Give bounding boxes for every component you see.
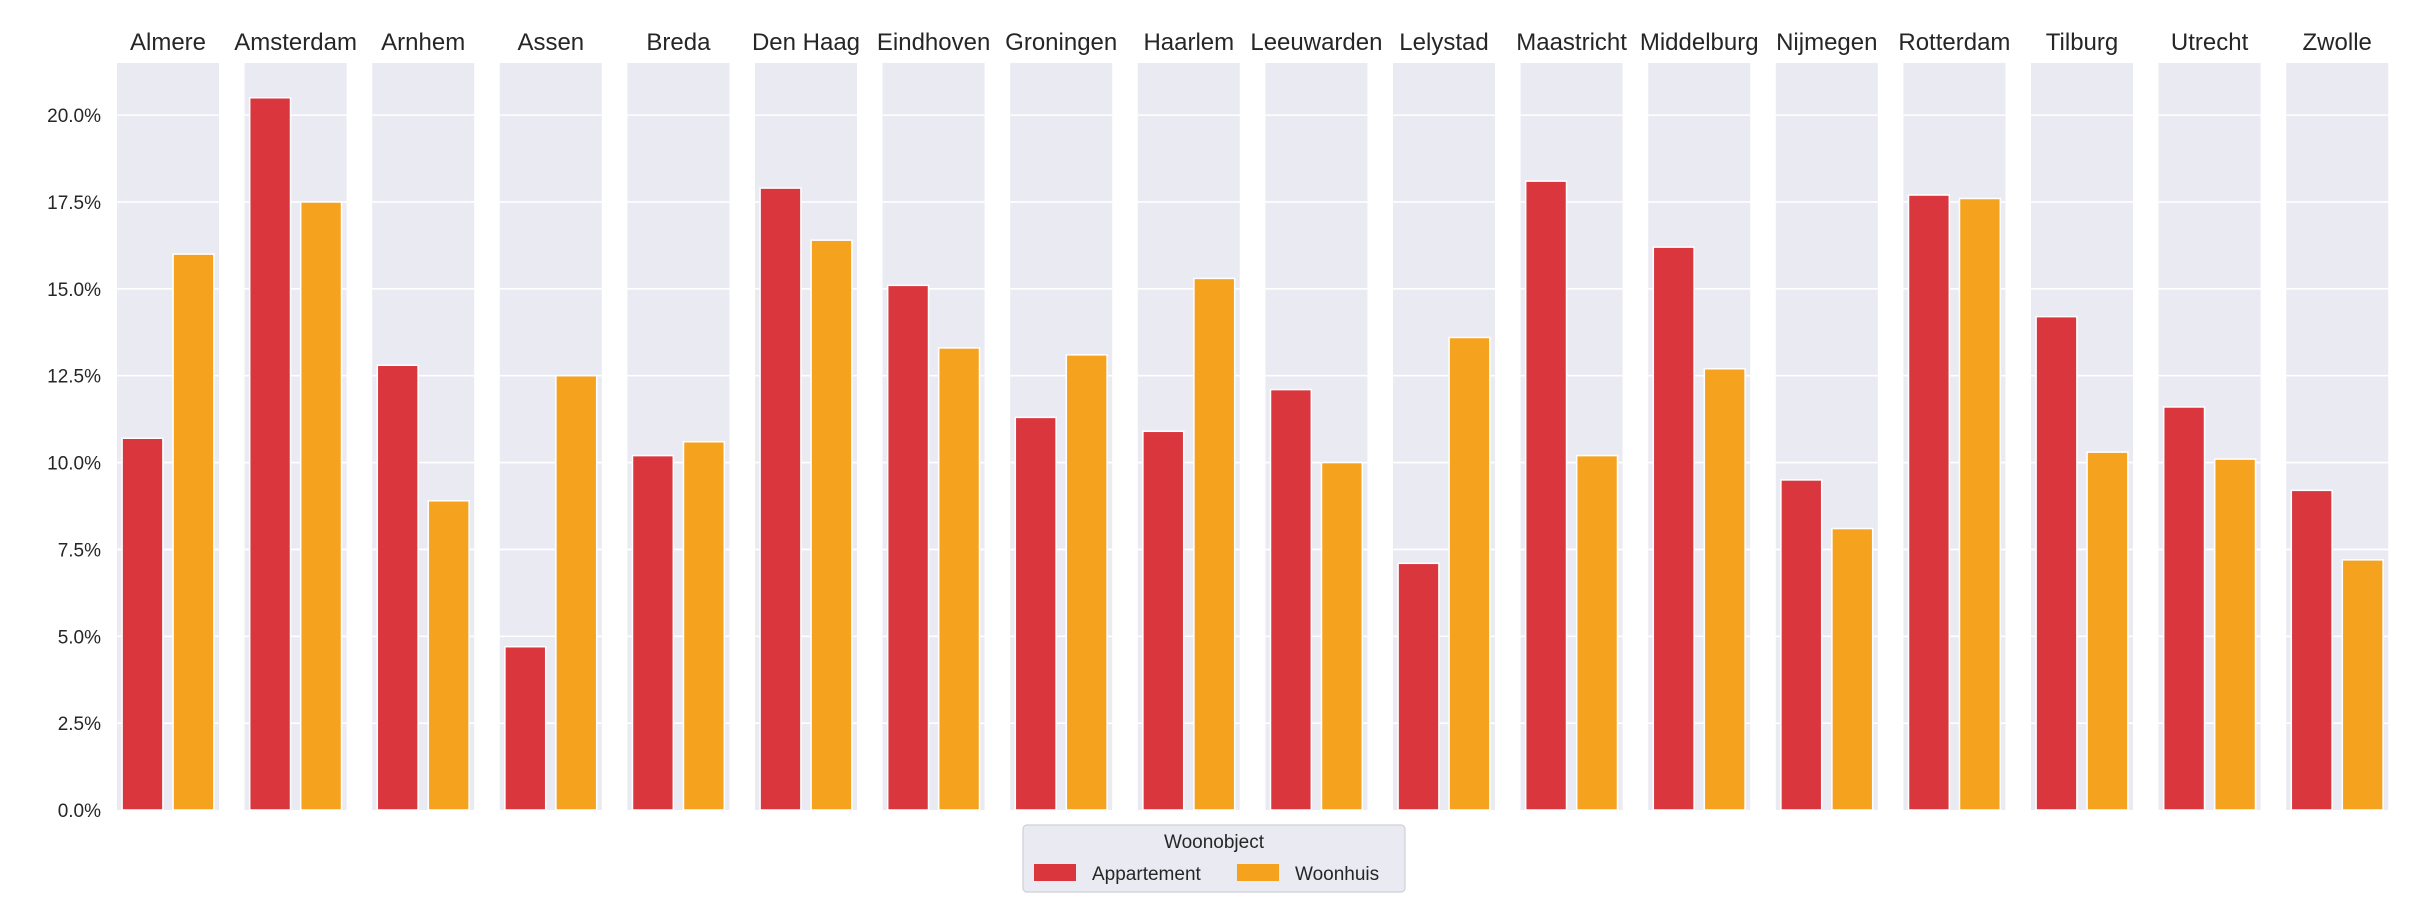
panel-title: Almere [130, 29, 206, 56]
facet-panel-assen: Assen [499, 29, 602, 811]
legend-swatch-woonhuis [1237, 864, 1279, 881]
bar-woonhuis [2086, 451, 2129, 811]
panel-title: Maastricht [1516, 29, 1627, 56]
bar-woonhuis [1575, 454, 1619, 811]
facet-panel-middelburg: Middelburg [1640, 29, 1759, 811]
bar-woonhuis [299, 201, 343, 811]
bar-appartement [2290, 489, 2333, 811]
panel-title: Lelystad [1399, 29, 1488, 56]
bar-appartement [1524, 180, 1568, 811]
panel-title: Den Haag [752, 29, 860, 56]
facet-panel-lelystad: Lelystad [1393, 29, 1495, 811]
legend: Woonobject Appartement Woonhuis [1022, 824, 1406, 893]
legend-title: Woonobject [1164, 832, 1265, 853]
bar-appartement [1397, 562, 1440, 811]
bar-woonhuis [172, 253, 215, 811]
y-tick-label: 12.5% [47, 367, 101, 388]
bar-appartement [759, 187, 802, 811]
bar-woonhuis [1193, 277, 1236, 811]
bar-woonhuis [555, 374, 598, 811]
bar-appartement [1907, 194, 1951, 811]
facet-panel-tilburg: Tilburg [2031, 29, 2133, 811]
bar-woonhuis [1703, 367, 1746, 811]
bar-appartement [376, 364, 419, 811]
legend-label-appartement: Appartement [1092, 864, 1202, 885]
bar-appartement [504, 645, 547, 811]
y-tick-label: 0.0% [58, 801, 101, 822]
bar-woonhuis [2341, 559, 2384, 811]
y-tick-label: 20.0% [47, 106, 101, 127]
panel-title: Middelburg [1640, 29, 1759, 56]
facet-panel-leeuwarden: Leeuwarden [1250, 29, 1382, 811]
bar-woonhuis [1320, 461, 1364, 811]
facet-panel-zwolle: Zwolle [2286, 29, 2389, 811]
facet-panel-den-haag: Den Haag [752, 29, 860, 811]
bar-appartement [886, 284, 930, 811]
panel-title: Amsterdam [234, 29, 357, 56]
panel-title: Groningen [1005, 29, 1117, 56]
bar-woonhuis [427, 500, 470, 811]
bar-woonhuis [682, 440, 726, 811]
legend-swatch-appartement [1034, 864, 1076, 881]
facet-panel-eindhoven: Eindhoven [877, 29, 990, 811]
bar-woonhuis [810, 239, 853, 811]
y-tick-label: 10.0% [47, 454, 101, 475]
facet-panel-almere: Almere [117, 29, 219, 811]
legend-box [1022, 824, 1406, 893]
facet-panel-arnhem: Arnhem [372, 29, 475, 811]
bar-appartement [1142, 430, 1185, 811]
panel-title: Utrecht [2171, 29, 2249, 56]
facet-panel-groningen: Groningen [1005, 29, 1117, 811]
bar-woonhuis [1448, 336, 1491, 811]
y-tick-label: 5.0% [58, 627, 101, 648]
facet-panel-breda: Breda [627, 29, 730, 811]
panel-title: Eindhoven [877, 29, 990, 56]
y-tick-label: 17.5% [47, 193, 101, 214]
bar-woonhuis [1958, 197, 2002, 811]
bar-woonhuis [2213, 458, 2257, 811]
panel-title: Zwolle [2303, 29, 2372, 56]
bar-appartement [1780, 479, 1823, 811]
bar-woonhuis [937, 347, 981, 811]
facet-panel-maastricht: Maastricht [1516, 29, 1627, 811]
bar-appartement [1014, 416, 1057, 811]
y-tick-label: 15.0% [47, 280, 101, 301]
panel-title: Nijmegen [1776, 29, 1877, 56]
facet-panel-nijmegen: Nijmegen [1775, 29, 1878, 811]
bar-woonhuis [1831, 527, 1874, 811]
y-tick-label: 7.5% [58, 540, 101, 561]
y-tick-label: 2.5% [58, 714, 101, 735]
facet-panel-amsterdam: Amsterdam [234, 29, 357, 811]
bar-appartement [1269, 388, 1313, 811]
bar-appartement [2035, 315, 2078, 811]
panel-title: Leeuwarden [1250, 29, 1382, 56]
panel-title: Haarlem [1143, 29, 1234, 56]
panel-title: Breda [646, 29, 711, 56]
panel-title: Arnhem [381, 29, 465, 56]
panel-title: Rotterdam [1898, 29, 2010, 56]
bar-appartement [248, 96, 292, 811]
bar-woonhuis [1065, 354, 1108, 811]
facet-panel-haarlem: Haarlem [1137, 29, 1240, 811]
panel-title: Assen [517, 29, 584, 56]
bar-appartement [121, 437, 164, 811]
panel-title: Tilburg [2046, 29, 2118, 56]
facet-panel-rotterdam: Rotterdam [1898, 29, 2010, 811]
bar-appartement [1652, 246, 1695, 811]
facet-panel-utrecht: Utrecht [2158, 29, 2261, 811]
bar-appartement [631, 454, 675, 811]
legend-label-woonhuis: Woonhuis [1295, 864, 1379, 885]
bar-appartement [2162, 406, 2206, 811]
